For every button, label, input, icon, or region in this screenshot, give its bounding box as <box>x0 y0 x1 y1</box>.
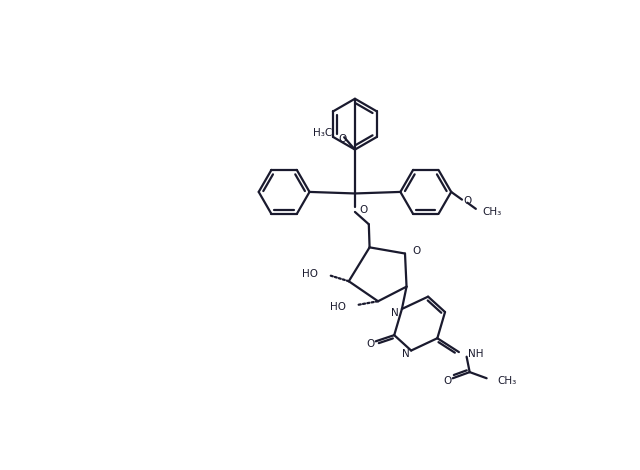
Text: O: O <box>444 376 451 386</box>
Text: O: O <box>360 205 368 215</box>
Text: HO: HO <box>302 268 318 279</box>
Text: N: N <box>402 349 410 360</box>
Text: O: O <box>413 246 421 256</box>
Text: NH: NH <box>468 349 484 360</box>
Text: O: O <box>463 196 472 206</box>
Text: H₃C: H₃C <box>312 128 332 138</box>
Text: N: N <box>391 308 399 318</box>
Text: HO: HO <box>330 302 346 312</box>
Text: CH₃: CH₃ <box>482 207 501 217</box>
Text: O: O <box>339 134 347 144</box>
Text: O: O <box>366 339 374 349</box>
Text: CH₃: CH₃ <box>497 376 516 386</box>
